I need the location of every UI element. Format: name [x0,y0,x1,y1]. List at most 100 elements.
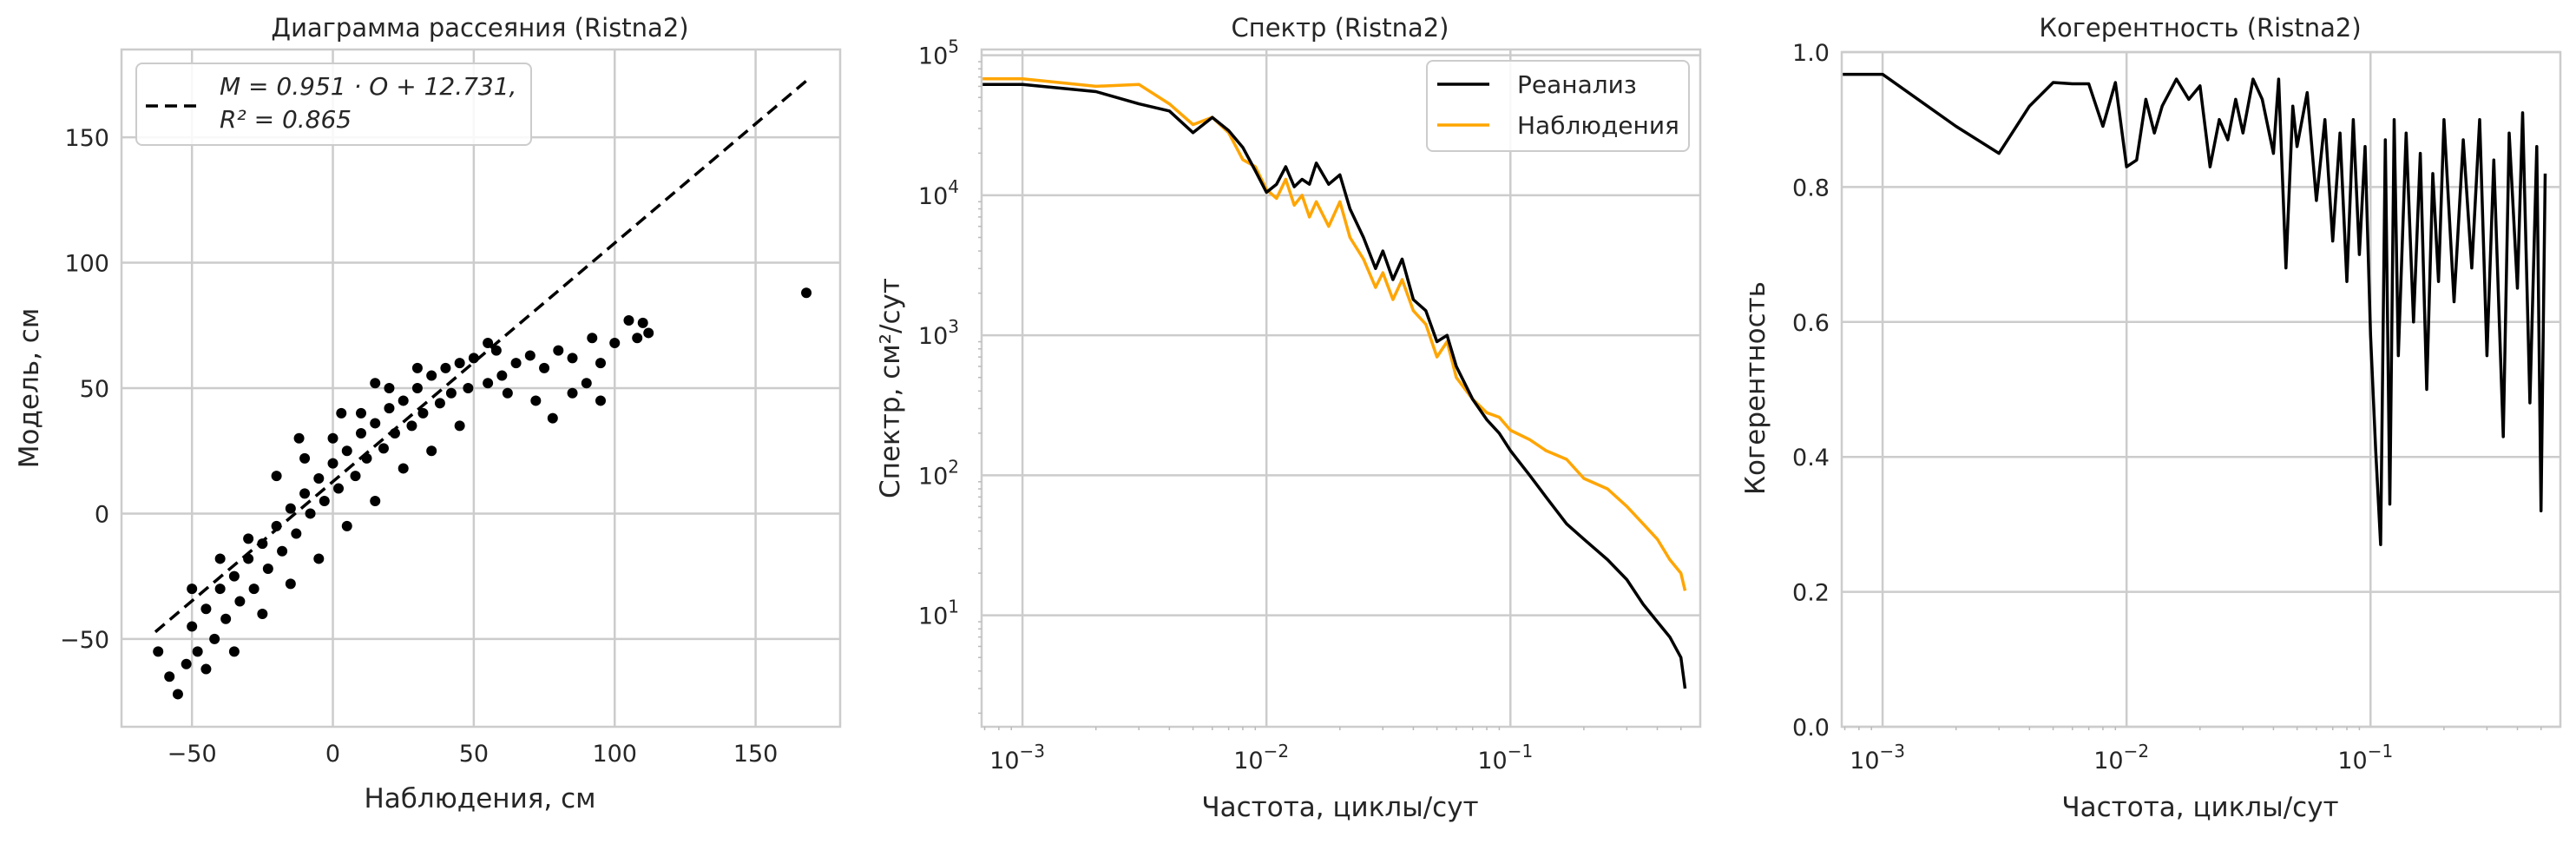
scatter-point [581,378,592,389]
y-tick-label: 0.0 [1792,715,1830,742]
legend-label-reanalysis: Реанализ [1517,70,1637,99]
scatter-point [440,362,451,373]
scatter-point [285,578,296,590]
scatter-point [214,553,226,564]
scatter-point [187,621,198,632]
scatter-point [623,315,634,326]
scatter-point [587,333,598,344]
coherence-frame [1840,50,2562,729]
scatter-point [228,646,240,657]
scatter-point [567,353,578,364]
x-tick-label: 10−2 [1233,741,1289,775]
fit-line [154,79,808,634]
scatter-point [384,403,395,414]
y-tick-label: 1.0 [1792,40,1830,67]
scatter-point [327,432,338,444]
series-line-reanalysis [982,82,1687,689]
scatter-point [200,603,212,615]
scatter-point [243,533,254,544]
scatter-point [483,378,494,389]
scatter-point [553,345,564,356]
spectrum-title: Спектр (Ristna2) [1231,13,1449,43]
coherence-xlabel: Частота, циклы/сут [2061,792,2338,823]
x-tick-label: 10−1 [2337,741,2393,775]
scatter-point [341,520,352,531]
scatter-point [417,407,429,419]
scatter-point [356,407,366,419]
scatter-point [234,596,246,607]
x-tick-label: 150 [733,741,779,768]
scatter-point [643,327,654,339]
y-tick-label: 104 [918,176,959,210]
scatter-point [637,317,648,328]
y-tick-label: 0.4 [1792,445,1830,471]
scatter-point [426,370,437,381]
scatter-point [483,338,494,348]
scatter-point [539,362,550,373]
scatter-point [370,378,381,389]
scatter-point [547,412,558,424]
scatter-point [209,633,220,644]
scatter-point [595,358,606,369]
scatter-point [370,496,381,506]
scatter-point [285,503,296,514]
legend-box [135,63,532,146]
scatter-point [384,383,395,393]
scatter-point [454,358,465,369]
y-tick-label: 100 [64,251,109,278]
y-tick-label: 0.2 [1792,580,1830,607]
spectrum-panel: Спектр (Ristna2) 10−3 10−2 10−1 101 102 103 10… [875,13,1702,823]
x-tick-label: −50 [168,741,217,768]
scatter-point [220,613,232,624]
scatter-point [445,387,457,399]
scatter-point [313,553,325,564]
scatter-point [327,458,338,469]
y-tick-label: 0.6 [1792,310,1830,337]
scatter-point [632,333,643,344]
x-tick-label: 10−3 [1850,741,1905,775]
spectrum-ylabel: Спектр, см²/сут [875,278,906,498]
y-tick-label: −50 [60,627,109,654]
scatter-point [214,584,226,595]
legend-fit-equation: M = 0.951 · O + 12.731, [220,72,516,101]
scatter-point [378,443,389,454]
scatter-point [370,418,381,429]
scatter-point [153,646,164,657]
scatter-panel: Диаграмма рассеяния (Ristna2) −50 0 50 100 1… [14,13,842,814]
scatter-point [341,445,352,457]
x-tick-label: 10−3 [989,741,1045,775]
legend-box [1426,60,1690,152]
y-tick-label: 101 [918,597,959,630]
spectrum-xlabel: Частота, циклы/сут [1201,792,1478,823]
scatter-point [434,398,445,409]
y-tick-label: 150 [64,125,109,152]
scatter-point [801,287,812,299]
scatter-point [271,471,282,482]
scatter-point [530,395,542,406]
scatter-point [333,483,345,494]
legend-label-observations: Наблюдения [1517,111,1679,140]
scatter-point [510,358,522,369]
scatter-point [609,338,621,348]
scatter-xlabel: Наблюдения, см [364,783,595,814]
coherence-panel: Когерентность (Ristna2) 10−3 10−2 10−1 0.0 0… [1740,13,2562,823]
x-tick-label: 10−2 [2093,741,2149,775]
y-tick-label: 105 [918,36,959,70]
series-line-coherence [1842,72,2547,546]
scatter-point [567,387,578,399]
scatter-point [299,488,311,499]
x-tick-label: 50 [459,741,489,768]
coherence-ylabel: Когерентность [1740,281,1771,495]
scatter-point [187,584,198,595]
scatter-point [490,345,502,356]
x-tick-label: 0 [325,741,340,768]
scatter-point [398,463,409,474]
scatter-point [496,370,508,381]
scatter-point [228,570,240,582]
scatter-point [293,432,305,444]
scatter-point [257,609,268,619]
scatter-point [181,658,192,669]
y-tick-label: 50 [80,376,109,403]
